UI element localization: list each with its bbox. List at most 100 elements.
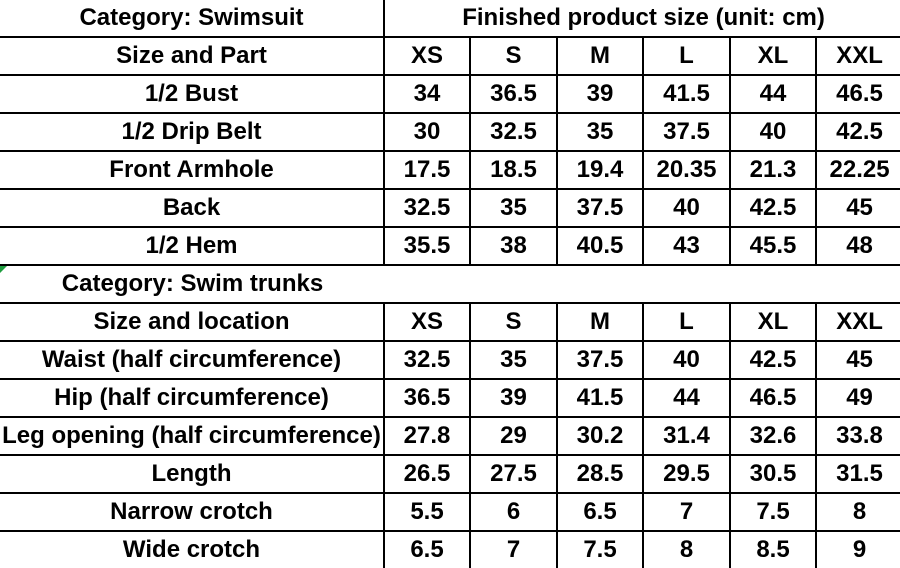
size-col-header: XL [729,36,817,76]
value-cell: 5.5 [383,492,471,532]
table-row: Hip (half circumference) 36.5 39 41.5 44… [0,378,900,418]
value-cell: 45.5 [729,226,817,266]
value-cell: 35 [469,340,558,380]
value-cell: 32.6 [729,416,817,456]
table-row: 1/2 Hem 35.5 38 40.5 43 45.5 48 [0,226,900,266]
row-label-cell: Narrow crotch [0,492,385,532]
value-cell: 7.5 [556,530,644,568]
table-row: Narrow crotch 5.5 6 6.5 7 7.5 8 [0,492,900,532]
value-cell: 34 [383,74,471,114]
value-cell: 40 [642,188,731,228]
value-cell: 40.5 [556,226,644,266]
value-cell: 36.5 [383,378,471,418]
value-cell: 35 [556,112,644,152]
value-cell: 8 [814,492,900,532]
value-cell: 42.5 [729,340,817,380]
table-row: 1/2 Bust 34 36.5 39 41.5 44 46.5 [0,74,900,114]
category-label: Category: Swim trunks [61,270,324,297]
table-row: Length 26.5 27.5 28.5 29.5 30.5 31.5 [0,454,900,494]
value-cell: 32.5 [469,112,558,152]
value-cell: 46.5 [729,378,817,418]
table-row: Category: Swim trunks [0,264,900,304]
table-row: Back 32.5 35 37.5 40 42.5 45 [0,188,900,228]
row-label-cell: Wide crotch [0,530,385,568]
row-label-cell: 1/2 Bust [0,74,385,114]
value-cell: 43 [642,226,731,266]
value-cell: 49 [814,378,900,418]
table-title-cell: Finished product size (unit: cm) [382,0,900,38]
table-row: Category: Swimsuit Finished product size… [0,0,900,38]
row-label-cell: Front Armhole [0,150,385,190]
value-cell: 6 [469,492,558,532]
value-cell: 7 [469,530,558,568]
value-cell: 30.5 [729,454,817,494]
value-cell: 19.4 [556,150,644,190]
category-swimsuit-cell: Category: Swimsuit [0,0,385,38]
value-cell: 26.5 [383,454,471,494]
value-cell: 29.5 [642,454,731,494]
value-cell: 29 [469,416,558,456]
table-row: Wide crotch 6.5 7 7.5 8 8.5 9 [0,530,900,568]
row-label-cell: 1/2 Hem [0,226,385,266]
size-col-header: M [556,302,644,342]
size-col-header: XS [383,302,471,342]
value-cell: 39 [469,378,558,418]
row-label-cell: Leg opening (half circumference) [0,416,385,456]
value-cell: 20.35 [642,150,731,190]
table-row: Front Armhole 17.5 18.5 19.4 20.35 21.3 … [0,150,900,190]
value-cell: 37.5 [642,112,731,152]
value-cell: 21.3 [729,150,817,190]
value-cell: 45 [814,188,900,228]
size-col-header: S [469,302,558,342]
value-cell: 36.5 [469,74,558,114]
row-label-cell: Hip (half circumference) [0,378,385,418]
value-cell: 27.8 [383,416,471,456]
value-cell: 37.5 [556,188,644,228]
size-col-header: S [469,36,558,76]
value-cell: 28.5 [556,454,644,494]
value-cell: 35.5 [383,226,471,266]
size-col-header: L [642,36,731,76]
row-label-cell: Length [0,454,385,494]
value-cell: 39 [556,74,644,114]
size-header-label-cell: Size and location [0,302,385,342]
value-cell: 44 [642,378,731,418]
value-cell: 38 [469,226,558,266]
value-cell: 42.5 [729,188,817,228]
value-cell: 22.25 [814,150,900,190]
value-cell: 18.5 [469,150,558,190]
value-cell: 44 [729,74,817,114]
value-cell: 6.5 [556,492,644,532]
size-col-header: XL [729,302,817,342]
value-cell: 41.5 [642,74,731,114]
value-cell: 31.5 [814,454,900,494]
size-col-header: XS [383,36,471,76]
value-cell: 40 [642,340,731,380]
value-cell: 30 [383,112,471,152]
value-cell: 8 [642,530,731,568]
size-col-header: L [642,302,731,342]
value-cell: 17.5 [383,150,471,190]
table-row: Waist (half circumference) 32.5 35 37.5 … [0,340,900,380]
value-cell: 45 [814,340,900,380]
row-label-cell: Waist (half circumference) [0,340,385,380]
value-cell: 35 [469,188,558,228]
value-cell: 37.5 [556,340,644,380]
value-cell: 48 [814,226,900,266]
table-row: Size and location XS S M L XL XXL [0,302,900,342]
value-cell: 27.5 [469,454,558,494]
row-label-cell: 1/2 Drip Belt [0,112,385,152]
table-row: Size and Part XS S M L XL XXL [0,36,900,76]
value-cell: 41.5 [556,378,644,418]
row-label-cell: Back [0,188,385,228]
value-cell: 30.2 [556,416,644,456]
value-cell: 40 [729,112,817,152]
table-row: 1/2 Drip Belt 30 32.5 35 37.5 40 42.5 [0,112,900,152]
value-cell: 7.5 [729,492,817,532]
value-cell: 32.5 [383,188,471,228]
value-cell: 32.5 [383,340,471,380]
value-cell: 8.5 [729,530,817,568]
table-row: Leg opening (half circumference) 27.8 29… [0,416,900,456]
